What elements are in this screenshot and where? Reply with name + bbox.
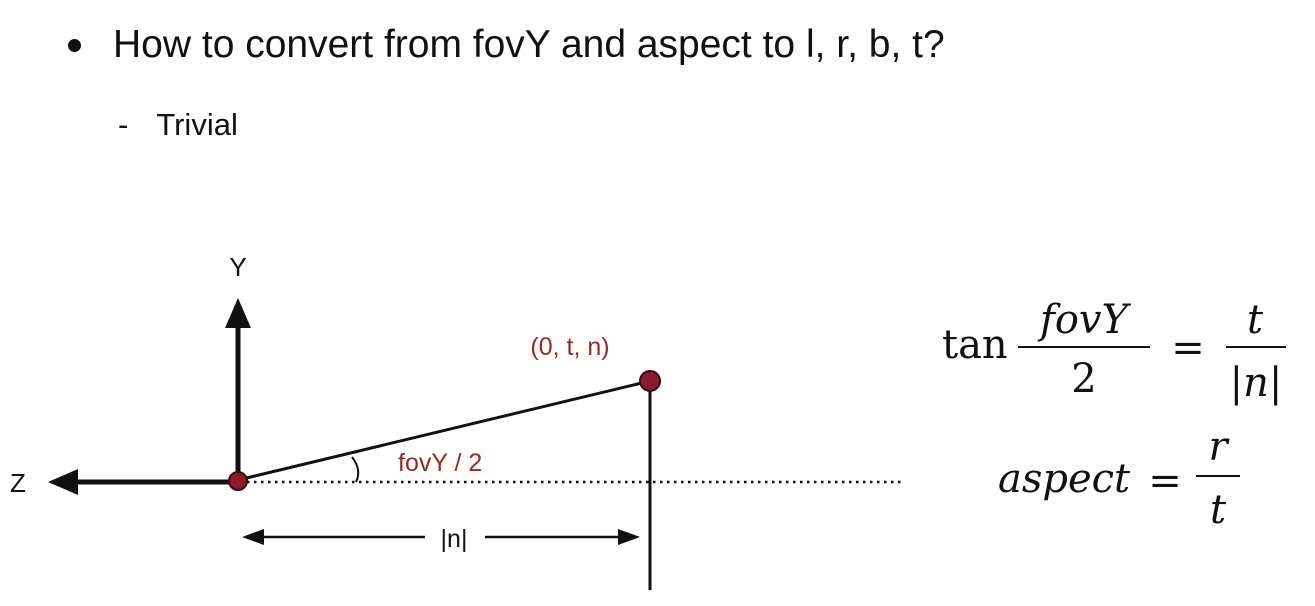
z-axis-arrowhead xyxy=(48,469,78,495)
sub-bullet-item: - Trivial xyxy=(118,106,238,143)
eq1-numerator: fovY xyxy=(1037,297,1131,343)
eq2-lhs: aspect xyxy=(998,456,1131,502)
equation-tan: tan fovY 2 = t |n| xyxy=(942,297,1286,406)
eq1-rhs-numerator: t xyxy=(1247,297,1264,343)
equation-aspect: aspect = r t xyxy=(998,424,1240,533)
eq1-denominator: 2 xyxy=(1071,356,1096,402)
sub-bullet-dash: - xyxy=(118,106,129,142)
eq1-rhs-denominator: |n| xyxy=(1230,360,1283,406)
sub-bullet-text: Trivial xyxy=(156,107,238,142)
eq1-equals: = xyxy=(1171,325,1205,371)
distance-arrowhead-right xyxy=(618,529,640,545)
bullet-text: How to convert from fovY and aspect to l… xyxy=(113,23,945,66)
origin-point xyxy=(228,471,248,491)
bullet-item: How to convert from fovY and aspect to l… xyxy=(68,22,945,69)
eq1-tan: tan xyxy=(942,322,1008,368)
angle-label: fovY / 2 xyxy=(398,449,482,477)
frustum-edge-line xyxy=(237,379,651,482)
y-axis-arrowhead xyxy=(225,298,251,328)
distance-arrowhead-left xyxy=(242,529,264,545)
eq2-rhs-denominator: t xyxy=(1210,487,1227,533)
z-axis-label: Z xyxy=(10,468,26,498)
point-near-top xyxy=(639,370,661,392)
point-label: (0, t, n) xyxy=(530,333,609,361)
angle-arc xyxy=(351,456,360,483)
distance-label: |n| xyxy=(441,525,468,553)
eq2-rhs-numerator: r xyxy=(1208,424,1230,470)
bullet-dot xyxy=(68,38,81,52)
eq2-equals: = xyxy=(1148,458,1182,504)
y-axis-label: Y xyxy=(229,252,246,282)
